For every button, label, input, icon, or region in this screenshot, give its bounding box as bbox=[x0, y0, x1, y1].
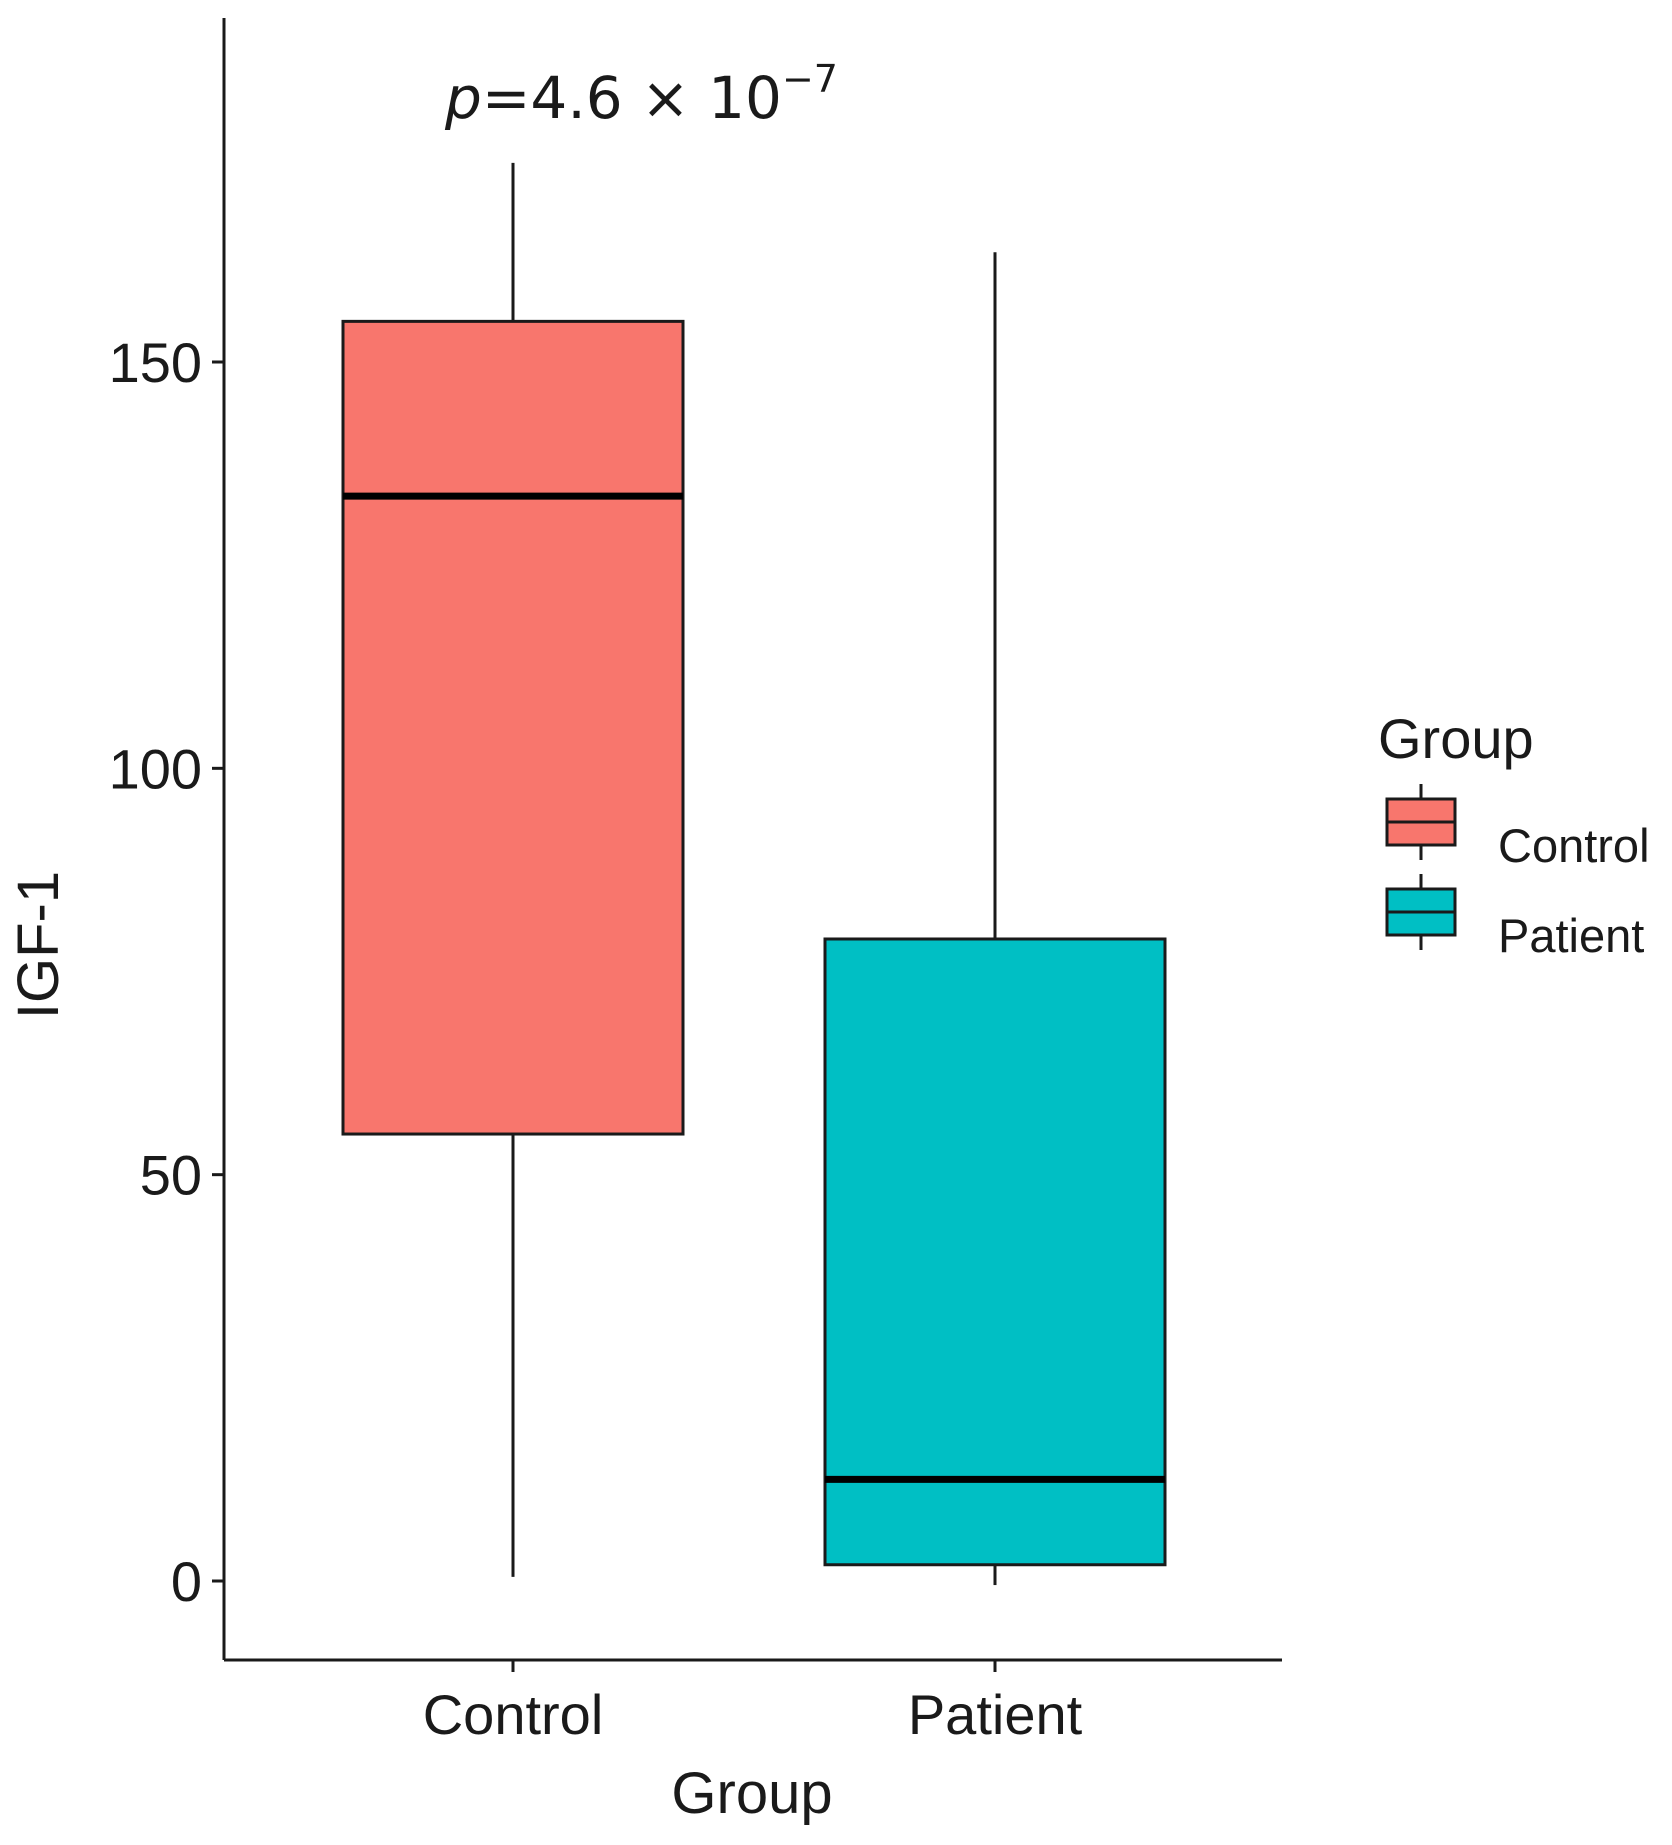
x-axis-title: Group bbox=[671, 1761, 832, 1826]
p-value-text: =4.6 × 10 bbox=[482, 64, 782, 132]
y-tick-label: 150 bbox=[109, 331, 202, 394]
box-body-control bbox=[341, 319, 685, 1136]
legend: Group Control Patient bbox=[1378, 707, 1650, 962]
y-tick-label: 50 bbox=[140, 1144, 202, 1207]
x-tick-label: Control bbox=[423, 1683, 604, 1746]
legend-key-control bbox=[1385, 784, 1457, 860]
y-tick-label: 100 bbox=[109, 737, 202, 800]
plot-area: 0 50 100 150 Control Patient bbox=[109, 18, 1282, 1746]
legend-keys bbox=[1385, 784, 1457, 950]
legend-label-patient: Patient bbox=[1498, 909, 1644, 962]
legend-title: Group bbox=[1378, 707, 1534, 770]
legend-label-control: Control bbox=[1498, 819, 1650, 872]
y-axis-title: IGF-1 bbox=[6, 871, 71, 1019]
p-value-exponent: −7 bbox=[782, 57, 838, 101]
x-tick-label: Patient bbox=[908, 1683, 1083, 1746]
p-value-symbol: p bbox=[444, 64, 482, 132]
p-value-annotation: p=4.6 × 10−7 bbox=[444, 57, 838, 132]
box-control bbox=[341, 162, 685, 1577]
legend-key-patient bbox=[1385, 874, 1457, 950]
box-patient bbox=[823, 252, 1167, 1586]
y-tick-label: 0 bbox=[171, 1550, 202, 1613]
box-body-patient bbox=[823, 937, 1167, 1567]
